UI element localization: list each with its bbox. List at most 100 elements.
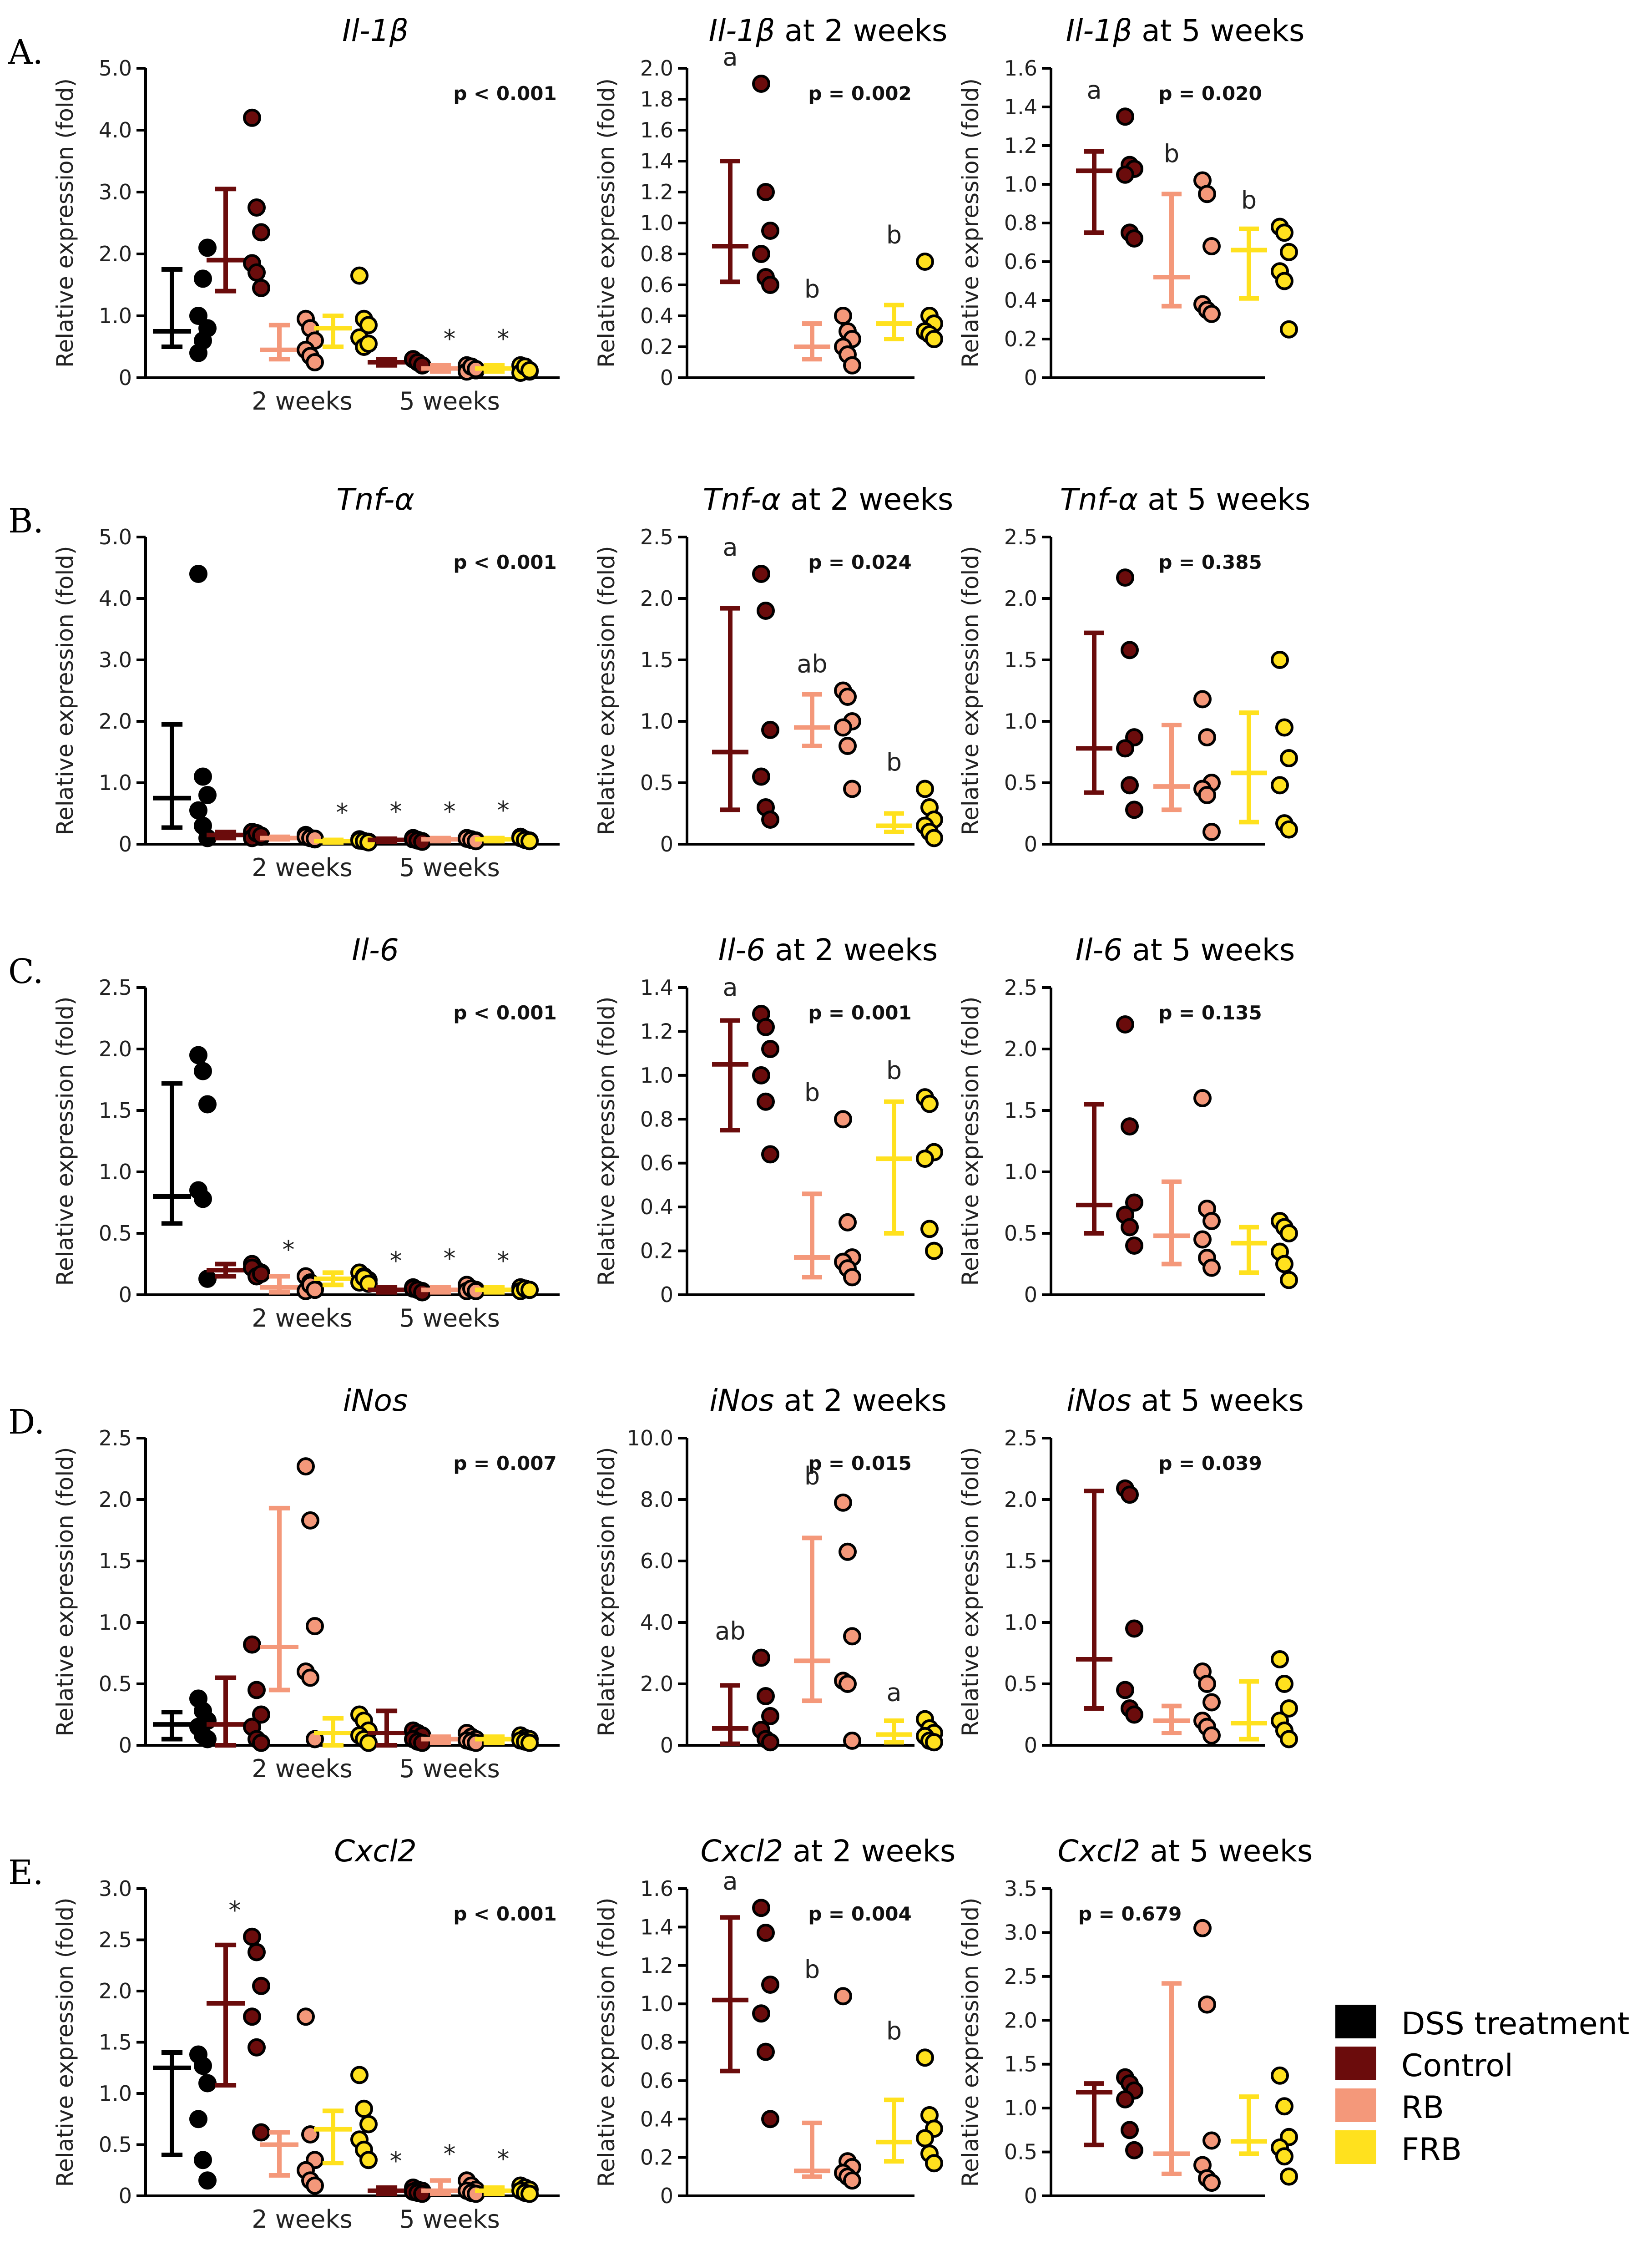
data-point <box>757 1018 775 1036</box>
data-point <box>198 238 217 257</box>
data-point <box>359 316 378 334</box>
group-rb: b <box>794 1955 861 2190</box>
y-tick-label: 2.0 <box>640 586 673 611</box>
significance-mark: * <box>497 2145 510 2174</box>
data-point <box>252 1733 270 1752</box>
data-point <box>248 1943 266 1961</box>
data-point <box>467 2184 485 2203</box>
panel-title: Il-6 at 2 weeks <box>718 932 938 968</box>
y-axis-label: Relative expression (fold) <box>52 1898 78 2187</box>
data-point <box>752 1066 770 1084</box>
group-control <box>207 108 270 297</box>
data-point <box>189 1046 207 1064</box>
y-tick-label: 0.8 <box>640 1107 673 1131</box>
y-tick-label: 1.0 <box>1004 172 1037 197</box>
data-point <box>1280 2167 1298 2186</box>
group-frb: b <box>876 1056 943 1260</box>
group-frb: * <box>475 324 539 382</box>
data-point <box>843 1731 861 1750</box>
panel-title: Cxcl2 <box>334 1834 417 1869</box>
y-tick-label: 1.6 <box>640 118 673 142</box>
data-point <box>248 2038 266 2057</box>
y-axis-label: Relative expression (fold) <box>593 1447 620 1737</box>
title-gene: iNos <box>343 1383 408 1418</box>
data-point <box>1121 1117 1139 1136</box>
p-value: p < 0.001 <box>453 82 556 105</box>
data-point <box>1125 1705 1143 1724</box>
y-tick-label: 1.0 <box>1004 1160 1037 1184</box>
y-tick-label: 1.6 <box>1004 56 1037 81</box>
data-point <box>925 2154 943 2173</box>
title-suffix: at 2 weeks <box>774 1383 947 1418</box>
data-point <box>761 1975 779 1994</box>
data-point <box>834 718 852 737</box>
significance-mark: b <box>1241 186 1257 215</box>
week5-panel-tnf: 0 0.5 1.0 1.5 2.0 2.5 Relative expression (fol… <box>957 482 1310 856</box>
group-control <box>368 350 431 375</box>
data-point <box>306 1281 324 1299</box>
y-tick-label: 0.8 <box>640 2030 673 2055</box>
data-point <box>916 2048 934 2067</box>
group-control <box>1076 568 1143 819</box>
title-gene: iNos <box>1066 1383 1131 1418</box>
week2-panel-inos: 0 2.0 4.0 6.0 8.0 10.0 Relative expression (fo… <box>593 1383 947 1758</box>
overview-panel-cxcl2: 0 0.5 1.0 1.5 2.0 2.5 3.0 Relative expression (… <box>52 1834 560 2234</box>
legend-label: DSS treatment <box>1401 2006 1629 2042</box>
title-suffix: at 5 weeks <box>1132 13 1304 48</box>
y-tick-label: 0.4 <box>640 2107 673 2131</box>
data-point <box>1271 651 1289 669</box>
y-axis-label: Relative expression (fold) <box>957 546 984 836</box>
y-tick-label: 0.6 <box>640 273 673 297</box>
panel-label-d: D. <box>8 1403 45 1442</box>
y-axis-label: Relative expression (fold) <box>593 546 620 836</box>
legend-swatch <box>1335 2005 1376 2038</box>
y-tick-label: 0.6 <box>640 1151 673 1176</box>
data-point <box>1121 2121 1139 2139</box>
data-point <box>1198 1675 1216 1693</box>
group-control: a <box>712 1867 779 2128</box>
x-label-5-weeks: 5 weeks <box>399 853 500 882</box>
y-tick-label: 1.5 <box>1004 2052 1037 2077</box>
data-point <box>752 2004 770 2023</box>
y-tick-label: 0.5 <box>1004 1672 1037 1696</box>
significance-mark: * <box>444 1244 456 1272</box>
data-point <box>355 2099 373 2118</box>
y-tick-label: 2.5 <box>99 1426 132 1450</box>
y-tick-label: 2.5 <box>1004 525 1037 549</box>
data-point <box>757 1687 775 1705</box>
p-value: p < 0.001 <box>453 551 556 573</box>
data-point <box>413 1283 431 1302</box>
y-axis-label: Relative expression (fold) <box>593 78 620 368</box>
data-point <box>761 1707 779 1725</box>
significance-mark: a <box>722 533 738 562</box>
data-point <box>306 829 324 848</box>
panel-title: Cxcl2 at 2 weeks <box>701 1834 956 1869</box>
data-point <box>1116 107 1134 126</box>
y-tick-label: 1.0 <box>640 211 673 235</box>
group-frb <box>1231 1212 1298 1289</box>
y-tick-label: 0 <box>1024 2184 1037 2208</box>
significance-mark: a <box>1086 76 1101 104</box>
group-rb <box>1153 1919 1221 2192</box>
overview-panel-il1: 0 1.0 2.0 3.0 4.0 5.0 Relative expression (fol… <box>52 13 560 416</box>
data-point <box>757 1092 775 1111</box>
significance-mark: b <box>886 2017 902 2045</box>
data-point <box>198 829 217 847</box>
data-point <box>925 1242 943 1260</box>
panel-label-c: C. <box>8 952 44 991</box>
p-value: p = 0.385 <box>1158 551 1262 573</box>
data-point <box>1202 1726 1221 1745</box>
group-frb: * <box>475 2145 539 2203</box>
data-point <box>1275 718 1293 737</box>
group-rb: b <box>794 1462 861 1750</box>
data-point <box>920 1220 939 1238</box>
data-point <box>916 2129 934 2148</box>
y-tick-label: 1.0 <box>99 1160 132 1184</box>
y-tick-label: 1.0 <box>99 770 132 795</box>
panel-title: Tnf-α at 2 weeks <box>703 482 954 517</box>
y-tick-label: 1.5 <box>99 2030 132 2055</box>
data-point <box>520 1281 539 1299</box>
title-gene: Cxcl2 <box>701 1834 783 1869</box>
data-point <box>839 737 857 755</box>
y-tick-label: 2.0 <box>99 242 132 266</box>
